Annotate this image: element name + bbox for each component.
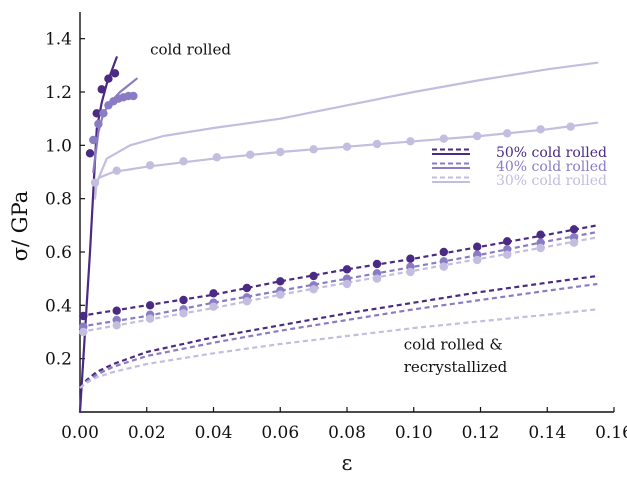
data-point xyxy=(112,306,121,315)
data-point xyxy=(129,91,138,101)
x-axis-title: ε xyxy=(342,451,353,475)
data-point xyxy=(179,157,188,166)
data-point xyxy=(89,135,98,145)
data-point xyxy=(145,161,155,170)
data-point xyxy=(406,137,415,146)
data-point xyxy=(473,255,482,265)
data-point xyxy=(145,314,155,323)
data-point xyxy=(212,153,221,162)
data-point xyxy=(342,279,352,289)
x-tick-label: 0.14 xyxy=(528,423,566,443)
data-point xyxy=(503,250,512,259)
y-tick-label: 1.0 xyxy=(45,136,72,156)
data-point xyxy=(79,327,88,337)
data-point xyxy=(536,230,545,239)
y-tick-label: 0.4 xyxy=(45,296,72,316)
data-point xyxy=(503,237,512,246)
curves xyxy=(78,56,599,414)
data-point xyxy=(372,259,382,269)
series-line-50-cold-rolled xyxy=(78,56,118,414)
series-line-30-cold-rolled xyxy=(93,61,599,200)
data-point xyxy=(276,147,285,157)
data-point xyxy=(179,309,188,318)
x-tick-label: 0.00 xyxy=(61,423,99,443)
y-tick-label: 0.2 xyxy=(45,350,72,370)
data-point xyxy=(104,74,113,83)
y-tick-label: 1.4 xyxy=(45,30,72,50)
data-point xyxy=(439,247,448,257)
markers xyxy=(79,69,579,337)
legend-label: 30% cold rolled xyxy=(496,173,607,189)
data-point xyxy=(79,311,88,321)
data-point xyxy=(92,109,101,118)
data-point xyxy=(569,238,579,247)
data-point xyxy=(439,262,448,271)
legend-label: 50% cold rolled xyxy=(496,145,607,161)
data-point xyxy=(97,85,106,94)
legend-label: 40% cold rolled xyxy=(496,159,607,175)
data-point xyxy=(99,109,108,118)
series-line-30-recrystallized xyxy=(79,308,598,389)
series-line-50-mid xyxy=(79,224,598,318)
x-tick-label: 0.16 xyxy=(595,423,627,443)
data-point xyxy=(110,69,120,78)
data-point xyxy=(85,149,95,158)
data-point xyxy=(145,301,155,310)
annotation-text: recrystallized xyxy=(404,358,508,376)
x-tick-label: 0.02 xyxy=(128,423,166,443)
x-tick-label: 0.12 xyxy=(462,423,500,443)
data-point xyxy=(112,321,121,330)
data-point xyxy=(569,225,579,234)
annotation-text: cold rolled xyxy=(150,41,231,59)
series-line-50-recrystallized xyxy=(79,274,598,389)
data-point xyxy=(90,178,100,187)
data-point xyxy=(536,243,545,253)
data-point xyxy=(209,289,218,298)
x-tick-label: 0.04 xyxy=(195,423,233,443)
y-axis-title: σ/ GPa xyxy=(8,191,32,262)
data-point xyxy=(406,254,415,263)
data-point xyxy=(309,271,318,281)
data-point xyxy=(342,142,352,151)
data-point xyxy=(473,131,482,141)
data-point xyxy=(276,290,285,299)
y-tick-label: 1.2 xyxy=(45,83,72,103)
annotation-text: cold rolled & xyxy=(404,335,503,353)
data-point xyxy=(439,134,448,143)
series-line-30-mid xyxy=(79,236,598,334)
y-tick-label: 0.6 xyxy=(45,243,72,263)
data-point xyxy=(179,295,188,305)
data-point xyxy=(372,274,382,283)
annotations: cold rolled cold rolled & recrystallized xyxy=(150,41,508,376)
axes: 0.00 0.02 0.04 0.06 0.08 0.10 0.12 0.14 0.16 0.2 0… xyxy=(8,12,627,475)
data-point xyxy=(536,125,545,134)
data-point xyxy=(94,119,103,129)
data-point xyxy=(372,139,382,149)
data-point xyxy=(112,166,121,175)
y-tick-label: 0.8 xyxy=(45,190,72,210)
x-tick-label: 0.08 xyxy=(328,423,366,443)
data-point xyxy=(473,242,482,251)
data-point xyxy=(406,267,415,277)
data-point xyxy=(209,302,218,311)
data-point xyxy=(309,145,318,154)
data-point xyxy=(242,283,252,293)
data-point xyxy=(276,277,285,286)
x-tick-label: 0.10 xyxy=(395,423,433,443)
data-point xyxy=(246,150,255,159)
data-point xyxy=(309,285,318,294)
series-line-40-recrystallized xyxy=(79,282,598,389)
x-tick-label: 0.06 xyxy=(261,423,299,443)
series-line-40-mid xyxy=(79,230,598,328)
data-point xyxy=(342,265,352,274)
data-point xyxy=(503,129,512,138)
data-point xyxy=(566,122,575,131)
data-point xyxy=(242,297,252,306)
